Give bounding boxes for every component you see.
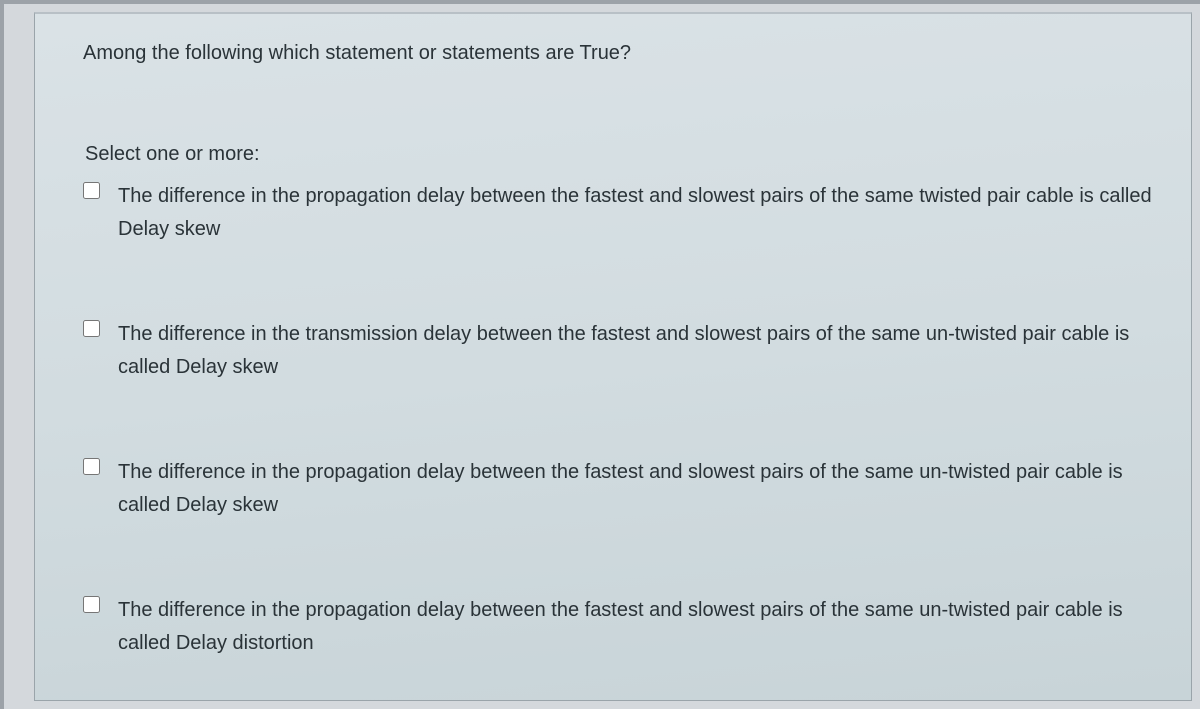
option-checkbox-2[interactable] (83, 458, 100, 475)
question-panel: Among the following which statement or s… (34, 12, 1192, 701)
option-row: The difference in the propagation delay … (83, 456, 1159, 522)
option-row: The difference in the propagation delay … (83, 180, 1159, 246)
options-list: The difference in the propagation delay … (83, 180, 1159, 660)
option-row: The difference in the propagation delay … (83, 594, 1159, 660)
checkbox-wrap (83, 318, 100, 342)
option-text: The difference in the transmission delay… (118, 318, 1158, 384)
option-row: The difference in the transmission delay… (83, 318, 1159, 384)
checkbox-wrap (83, 180, 100, 204)
option-checkbox-0[interactable] (83, 182, 100, 199)
option-text: The difference in the propagation delay … (118, 180, 1158, 246)
checkbox-wrap (83, 594, 100, 618)
option-checkbox-3[interactable] (83, 596, 100, 613)
outer-frame: Among the following which statement or s… (0, 0, 1200, 709)
question-prompt: Among the following which statement or s… (83, 42, 1159, 65)
select-instruction: Select one or more: (85, 143, 1159, 166)
checkbox-wrap (83, 456, 100, 480)
option-text: The difference in the propagation delay … (118, 594, 1158, 660)
option-text: The difference in the propagation delay … (118, 456, 1158, 522)
option-checkbox-1[interactable] (83, 320, 100, 337)
